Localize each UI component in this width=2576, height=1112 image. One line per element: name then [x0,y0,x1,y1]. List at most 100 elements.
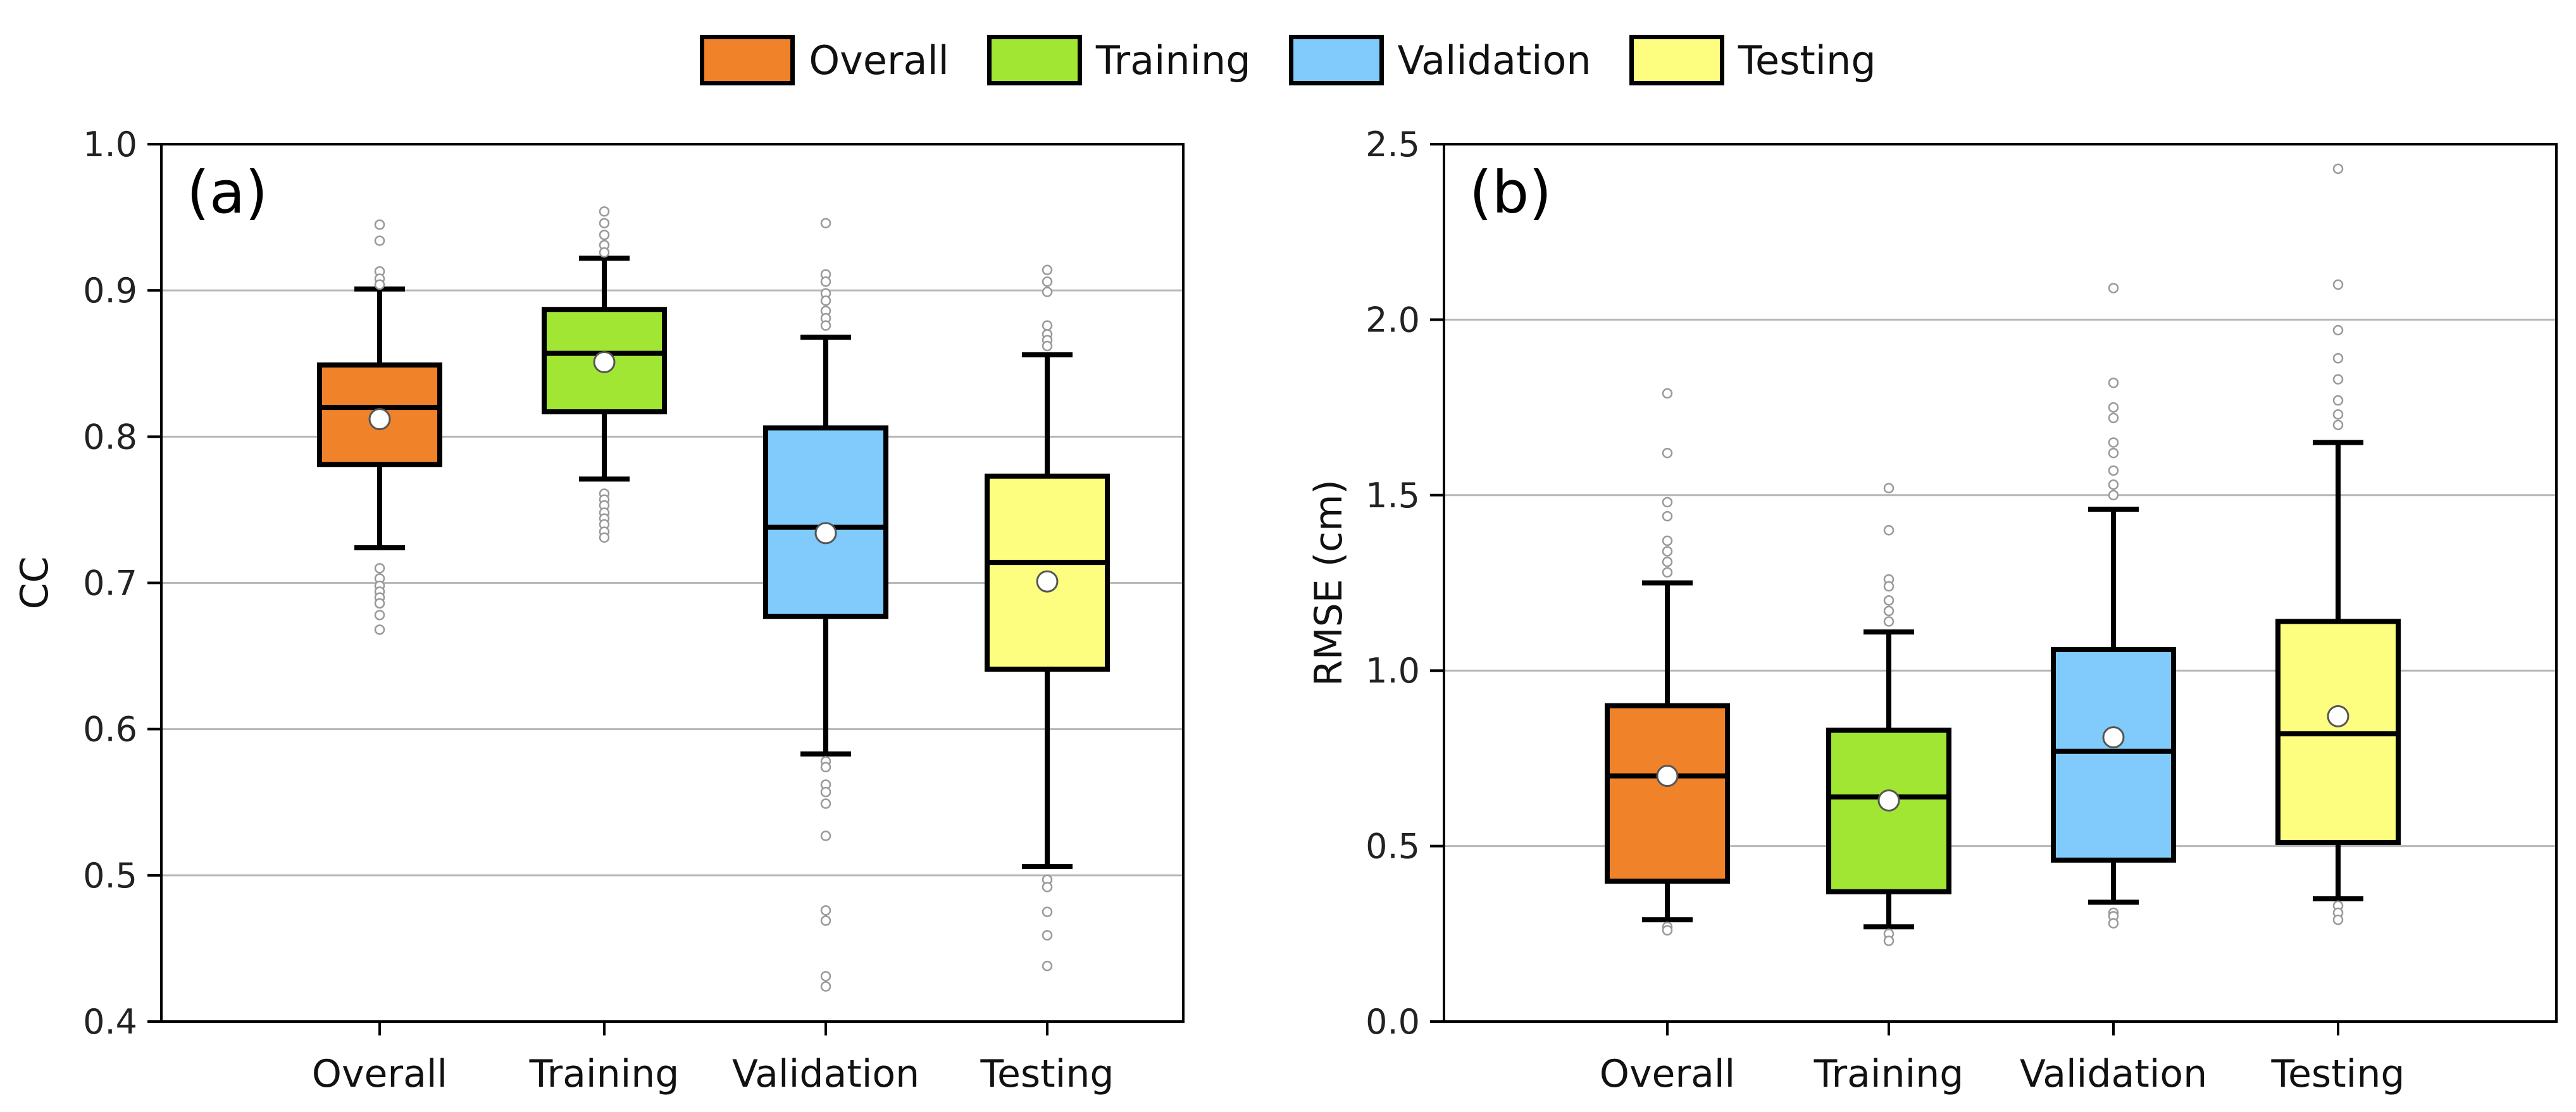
outlier-point [599,230,610,240]
outlier-point [1883,581,1895,592]
mean-marker [1036,570,1059,593]
outlier-point [1042,264,1053,276]
x-tick-label: Validation [2020,1052,2207,1096]
outlier-point [1662,497,1673,508]
x-tick-label: Testing [2271,1052,2405,1096]
legend-swatch-validation [1288,35,1384,85]
outlier-point [1042,340,1053,352]
x-tick-label: Overall [312,1052,447,1096]
box-validation [2051,283,2176,929]
mean-marker [368,408,391,431]
outlier-point [374,610,385,621]
x-tick-label: Testing [980,1052,1114,1096]
outlier-point [1042,960,1053,972]
outlier-point [2332,374,2344,385]
outlier-point [820,915,831,926]
y-tick-label: 1.0 [1366,651,1420,691]
plot-frame [1443,143,2558,1023]
outlier-point [2108,447,2119,459]
outlier-point [374,219,385,230]
outlier-point [820,981,831,992]
box-validation [763,218,888,992]
panel-label: (b) [1469,159,1552,226]
legend-swatch-training [986,35,1082,85]
y-tick-label: 1.5 [1366,476,1420,516]
outlier-point [2332,914,2344,925]
outlier-point [2332,395,2344,406]
outlier-point [2332,279,2344,290]
outlier-point [1662,388,1673,399]
outlier-point [820,276,831,287]
outlier-point [1883,483,1895,493]
outlier-point [820,762,831,773]
outlier-point [374,279,385,290]
legend-label-training: Training [1095,37,1251,83]
legend-swatch-testing [1629,35,1724,85]
outlier-point [599,218,610,229]
x-tick-label: Training [529,1052,680,1096]
legend-item-training: Training [986,35,1251,85]
outlier-point [1662,510,1673,522]
y-tick-label: 1.0 [83,125,137,164]
outlier-point [2332,419,2344,431]
box-testing [2275,163,2401,925]
legend-label-testing: Testing [1738,37,1876,83]
outlier-point [2108,918,2119,929]
box-iqr [1605,703,1730,884]
outlier-point [1883,525,1895,536]
legend: Overall Training Validation Testing [0,25,2576,95]
outlier-point [1662,556,1673,567]
outlier-point [1662,925,1673,936]
y-tick-label: 0.5 [83,856,137,896]
y-tick-label: 0.5 [1366,827,1420,867]
outlier-point [820,798,831,809]
y-tick-label: 0.7 [83,564,137,603]
y-tick-label: 0.9 [83,271,137,311]
outlier-point [1042,906,1053,917]
mean-marker [2102,726,2125,749]
outlier-point [2108,283,2119,293]
outlier-point [820,786,831,798]
outlier-point [1883,595,1895,606]
outlier-point [1042,276,1053,287]
outlier-point [1042,287,1053,297]
outlier-point [1662,447,1673,459]
mean-marker [2327,705,2349,727]
legend-label-overall: Overall [809,37,949,83]
plot-frame [160,143,1185,1023]
outlier-point [1662,535,1673,547]
mean-marker [593,350,616,373]
box-training [1826,483,1951,946]
x-tick-label: Overall [1600,1052,1735,1096]
outlier-point [2108,479,2119,490]
box-iqr [2051,646,2176,863]
panel-a: 0.4 0.5 0.6 0.7 0.8 0.9 1.0 CC (a) Overall Trainin… [13,125,1185,1096]
legend-label-validation: Validation [1397,37,1591,83]
outlier-point [1042,882,1053,893]
outlier-point [1662,567,1673,578]
mean-marker [814,522,837,545]
outlier-point [820,218,831,229]
outlier-point [1883,605,1895,617]
box-overall [1605,388,1730,936]
outlier-point [1042,930,1053,941]
outlier-point [599,247,610,258]
y-tick-label: 0.4 [83,1002,137,1042]
outlier-point [374,598,385,609]
y-axis-label: CC [13,557,57,610]
outlier-point [1883,616,1895,627]
outlier-point [820,320,831,331]
legend-swatch-overall [700,35,795,85]
outlier-point [2108,378,2119,388]
outlier-point [374,563,385,574]
outlier-point [2332,163,2344,175]
outlier-point [599,532,610,543]
outlier-point [820,831,831,841]
box-overall [317,219,442,635]
legend-item-testing: Testing [1629,35,1876,85]
outlier-point [2108,437,2119,448]
outlier-point [1042,320,1053,331]
outlier-point [2108,412,2119,423]
outlier-point [2332,324,2344,336]
